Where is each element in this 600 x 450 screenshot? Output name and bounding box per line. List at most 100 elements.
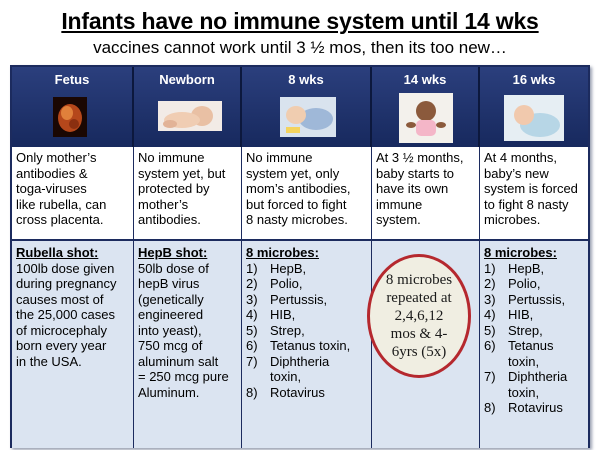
shot-line: (genetically — [138, 292, 241, 308]
description-line: mom’s antibodies, — [246, 181, 371, 197]
shot-title: Rubella shot: — [16, 245, 133, 261]
shot-line: 100lb dose given — [16, 261, 133, 277]
column-header: Fetus — [12, 67, 134, 147]
description-line: system yet, only — [246, 166, 371, 182]
microbe-item: 2) Polio, — [484, 276, 588, 292]
shot-line: causes most of — [16, 292, 133, 308]
microbe-item: 6) Tetanus toxin, — [246, 338, 371, 354]
description-line: At 3 ½ months, — [376, 150, 479, 166]
shot-line: born every year — [16, 338, 133, 354]
shot-line: 750 mcg of — [138, 338, 241, 354]
shot-line: the 25,000 cases — [16, 307, 133, 323]
shot-line: during pregnancy — [16, 276, 133, 292]
column-header-label: Newborn — [134, 72, 240, 87]
column-description: At 3 ½ months, baby starts to have its o… — [372, 147, 480, 241]
baby-14wks-image — [399, 93, 453, 143]
description-line: protected by — [138, 181, 241, 197]
microbe-item: 3) Pertussis, — [246, 292, 371, 308]
microbe-item: 2) Polio, — [246, 276, 371, 292]
description-line: cross placenta. — [16, 212, 133, 228]
microbe-item: 4) HIB, — [246, 307, 371, 323]
column-header-label: Fetus — [12, 72, 132, 87]
description-line: 8 nasty microbes. — [246, 212, 371, 228]
column-header-label: 16 wks — [480, 72, 588, 87]
column-16-wks: 16 wks At 4 months, baby’s new system is… — [480, 67, 588, 446]
column-shot-details: HepB shot: 50lb dose of hepB virus (gene… — [134, 241, 242, 448]
page-subtitle: vaccines cannot work until 3 ½ mos, then… — [0, 38, 600, 58]
column-description: Only mother’s antibodies & toga-viruses … — [12, 147, 134, 241]
shot-title: 8 microbes: — [484, 245, 588, 261]
column-header: 8 wks — [242, 67, 372, 147]
description-line: microbes. — [484, 212, 588, 228]
column-header: 14 wks — [372, 67, 480, 147]
column-header-label: 14 wks — [372, 72, 478, 87]
description-line: No immune — [138, 150, 241, 166]
baby-8wks-image — [280, 97, 336, 137]
description-line: baby starts to — [376, 166, 479, 182]
microbe-item: 5) Strep, — [484, 323, 588, 339]
shot-title: HepB shot: — [138, 245, 241, 261]
description-line: system yet, but — [138, 166, 241, 182]
callout-line: 2,4,6,12 — [370, 307, 468, 325]
description-line: immune — [376, 197, 479, 213]
column-shot-details: 8 microbes: 1) HepB, 2) Polio, 3) Pertussis… — [242, 241, 372, 448]
description-line: toga-viruses — [16, 181, 133, 197]
baby-16wks-image — [504, 95, 564, 141]
shot-line: = 250 mcg pure — [138, 369, 241, 385]
column-description: No immune system yet, but protected by m… — [134, 147, 242, 241]
column-description: No immune system yet, only mom’s antibod… — [242, 147, 372, 241]
shot-line: hepB virus — [138, 276, 241, 292]
repeat-schedule-callout: 8 microbes repeated at 2,4,6,12 mos & 4-… — [367, 254, 471, 378]
description-line: but forced to fight — [246, 197, 371, 213]
column-description: At 4 months, baby’s new system is forced… — [480, 147, 588, 241]
microbe-list: 1) HepB, 2) Polio, 3) Pertussis, 4) HIB, 5) S… — [246, 261, 371, 401]
column-shot-details: 8 microbes: 1) HepB, 2) Polio, 3) Pertussis… — [480, 241, 588, 448]
description-line: Only mother’s — [16, 150, 133, 166]
shot-line: into yeast), — [138, 323, 241, 339]
microbe-item: 8) Rotavirus — [246, 385, 371, 401]
description-line: have its own — [376, 181, 479, 197]
shot-line: of microcephaly — [16, 323, 133, 339]
column-header: 16 wks — [480, 67, 588, 147]
vaccine-table: Fetus Only mother’s antibodies & toga-vi… — [10, 65, 590, 448]
microbe-item: 7) Diphtheria toxin, — [246, 354, 350, 385]
description-line: antibodies. — [138, 212, 241, 228]
microbe-item: 1) HepB, — [484, 261, 588, 277]
description-line: like rubella, can — [16, 197, 133, 213]
shot-line: aluminum salt — [138, 354, 241, 370]
callout-line: mos & 4- — [370, 325, 468, 343]
page-title: Infants have no immune system until 14 w… — [0, 8, 600, 35]
microbe-item: 5) Strep, — [246, 323, 371, 339]
column-header-label: 8 wks — [242, 72, 370, 87]
microbe-item: 3) Pertussis, — [484, 292, 588, 308]
microbe-list: 1) HepB, 2) Polio, 3) Pertussis, 4) HIB, 5) S… — [484, 261, 588, 416]
column-shot-details: Rubella shot: 100lb dose given during pr… — [12, 241, 134, 448]
column-8-wks: 8 wks No immune system yet, only mom’s a… — [242, 67, 372, 446]
description-line: At 4 months, — [484, 150, 588, 166]
shot-line: Aluminum. — [138, 385, 241, 401]
description-line: No immune — [246, 150, 371, 166]
callout-line: 8 microbes — [370, 271, 468, 289]
microbe-item: 1) HepB, — [246, 261, 371, 277]
microbe-item: 7) Diphtheria toxin, — [484, 369, 578, 400]
shot-line: in the USA. — [16, 354, 133, 370]
column-header: Newborn — [134, 67, 242, 147]
callout-line: 6yrs (5x) — [370, 343, 468, 361]
microbe-item: 4) HIB, — [484, 307, 588, 323]
callout-line: repeated at — [370, 289, 468, 307]
shot-line: engineered — [138, 307, 241, 323]
shot-line: 50lb dose of — [138, 261, 241, 277]
description-line: system. — [376, 212, 479, 228]
description-line: system is forced — [484, 181, 588, 197]
description-line: mother’s — [138, 197, 241, 213]
fetus-image — [53, 97, 87, 137]
microbe-item: 6) Tetanus toxin, — [484, 338, 588, 369]
description-line: to fight 8 nasty — [484, 197, 588, 213]
description-line: antibodies & — [16, 166, 133, 182]
microbe-item: 8) Rotavirus — [484, 400, 588, 416]
column-fetus: Fetus Only mother’s antibodies & toga-vi… — [12, 67, 134, 446]
column-newborn: Newborn No immune system yet, but protec… — [134, 67, 242, 446]
newborn-image — [158, 101, 222, 131]
shot-title: 8 microbes: — [246, 245, 371, 261]
description-line: baby’s new — [484, 166, 588, 182]
